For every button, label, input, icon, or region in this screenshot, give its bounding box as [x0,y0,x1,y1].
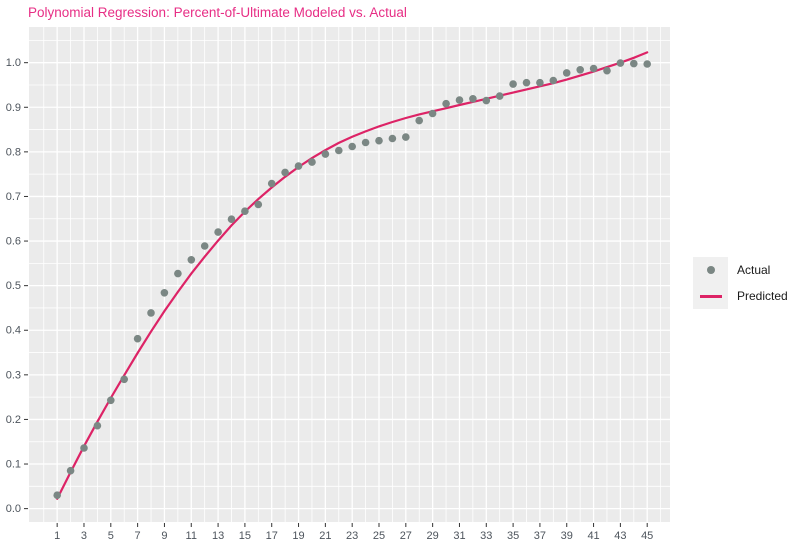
x-tick-labels: 1 3 5 7 9 11 13 15 17 19 21 23 25 27 29 31 33 35 37 39 41 43 4… [54,530,653,542]
data-point [66,466,75,475]
data-point [482,96,491,105]
data-point [160,289,169,297]
x-tick-label: 39 [561,530,573,542]
data-point [254,200,263,209]
major-gridlines [29,27,670,522]
data-point [375,136,383,145]
data-point [402,133,410,141]
data-point [522,78,531,87]
data-point [361,138,370,147]
chart-title: Polynomial Regression: Percent-of-Ultima… [28,5,407,20]
data-point [241,207,249,215]
plot-panel [29,27,670,522]
x-tick-label: 11 [186,530,197,542]
x-tick-label: 35 [507,530,519,542]
data-point [603,66,611,75]
legend-label-predicted: Predicted [737,289,788,303]
x-tick-label: 23 [346,530,358,542]
data-point [576,66,584,74]
legend: Actual Predicted [693,257,788,309]
data-point [80,444,88,452]
y-tick-label: 0.2 [6,414,21,426]
data-point [442,99,450,108]
data-point [536,78,544,87]
data-point [53,491,61,500]
legend-item-actual: Actual [693,257,788,283]
actual-points [53,59,651,500]
data-point [335,146,343,155]
legend-item-predicted: Predicted [693,283,788,309]
x-tick-label: 15 [239,530,251,542]
legend-key-actual [693,257,728,283]
y-tick-label: 0.6 [6,236,21,248]
data-point [643,60,651,68]
x-tick-label: 3 [81,530,87,542]
x-tick-label: 33 [480,530,492,542]
actual-point-icon [706,266,715,274]
data-point [630,59,638,68]
data-point [469,95,477,103]
y-tick-label: 0.9 [6,102,21,114]
x-tick-label: 27 [400,530,412,542]
x-tick-label: 1 [54,530,60,542]
data-point [133,334,142,343]
y-tick-label: 0.3 [6,369,21,381]
data-point [120,375,128,384]
x-tick-label: 21 [319,530,331,542]
x-tick-label: 31 [453,530,465,542]
data-point [455,96,464,104]
x-tick-label: 7 [135,530,141,542]
y-tick-label: 0.7 [6,191,21,203]
y-tick-label: 0.5 [6,280,21,292]
data-point [495,92,504,100]
x-tick-label: 9 [161,530,167,542]
minor-gridlines [29,27,670,522]
data-point [428,109,437,118]
x-tick-label: 25 [373,530,385,542]
data-point [308,158,316,166]
x-tick-label: 43 [614,530,626,542]
data-point [616,59,625,67]
x-tick-label: 5 [108,530,114,542]
y-tick-label: 0.8 [6,146,21,158]
data-point [549,76,558,85]
data-point [227,215,236,223]
data-point [589,64,598,73]
y-tick-label: 0.0 [6,503,21,515]
x-tick-label: 13 [212,530,224,542]
data-point [415,116,424,125]
legend-label-actual: Actual [737,263,771,277]
data-point [267,179,276,188]
y-tick-label: 1.0 [6,57,21,69]
x-tick-label: 45 [641,530,653,542]
predicted-line [56,51,649,500]
data-point [214,228,222,236]
x-tick-label: 37 [534,530,546,542]
data-point [93,421,102,430]
data-point [509,80,517,88]
data-point [348,142,357,151]
legend-key-predicted [693,283,728,309]
y-tick-labels: 0.0 0.1 0.2 0.3 0.4 0.5 0.6 0.7 0.8 0.9 1.0 [6,57,21,515]
data-point [107,396,115,405]
data-point [200,242,209,250]
data-point [294,162,303,170]
y-tick-label: 0.4 [6,325,21,337]
data-point [147,309,155,317]
data-point [281,168,289,177]
x-tick-label: 29 [427,530,439,542]
data-point [187,255,196,264]
data-point [174,269,182,278]
x-tick-label: 17 [266,530,278,542]
data-point [388,134,397,143]
tick-marks [24,62,648,527]
predicted-line-icon [699,294,722,298]
y-tick-label: 0.1 [6,459,21,471]
data-point [562,69,571,77]
x-tick-label: 41 [587,530,599,542]
data-point [321,150,330,158]
x-tick-label: 19 [292,530,304,542]
